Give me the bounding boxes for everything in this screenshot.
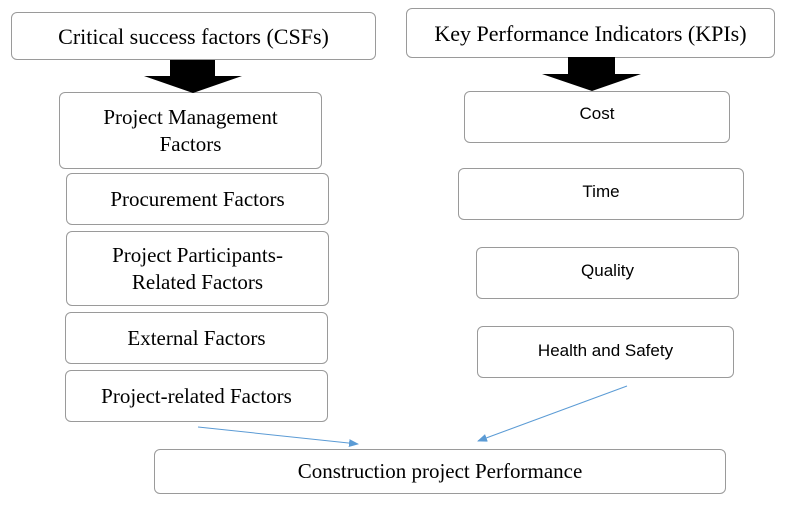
kpi-down-arrow: [542, 57, 641, 91]
csf-item-label: Project Participants-Related Factors: [112, 242, 283, 294]
csf-item-project-management: Project Management Factors: [59, 92, 322, 169]
csf-item-procurement: Procurement Factors: [66, 173, 329, 225]
csf-connector-arrow: [197, 426, 359, 448]
outcome-box: Construction project Performance: [154, 449, 726, 494]
csf-item-label: Procurement Factors: [110, 186, 285, 211]
kpi-header-label: Key Performance Indicators (KPIs): [434, 20, 747, 46]
csf-item-label: Project-related Factors: [101, 383, 292, 408]
kpi-connector-arrow: [477, 385, 628, 442]
kpi-item-label: Cost: [579, 104, 615, 123]
csf-header: Critical success factors (CSFs): [11, 12, 376, 60]
outcome-label: Construction project Performance: [297, 459, 583, 483]
csf-item-project-related: Project-related Factors: [65, 370, 328, 422]
kpi-item-quality: Quality: [476, 247, 739, 299]
kpi-item-label: Health and Safety: [537, 341, 674, 360]
csf-header-label: Critical success factors (CSFs): [58, 23, 329, 49]
csf-down-arrow: [144, 60, 242, 93]
kpi-item-time: Time: [458, 168, 744, 220]
csf-item-label: Project Management Factors: [103, 104, 278, 156]
csf-item-external: External Factors: [65, 312, 328, 364]
kpi-item-label: Quality: [581, 261, 634, 280]
csf-item-label: External Factors: [127, 325, 266, 350]
csf-item-participants: Project Participants-Related Factors: [66, 231, 329, 306]
kpi-item-health-safety: Health and Safety: [477, 326, 734, 378]
kpi-item-cost: Cost: [464, 91, 730, 143]
kpi-item-label: Time: [582, 182, 620, 201]
